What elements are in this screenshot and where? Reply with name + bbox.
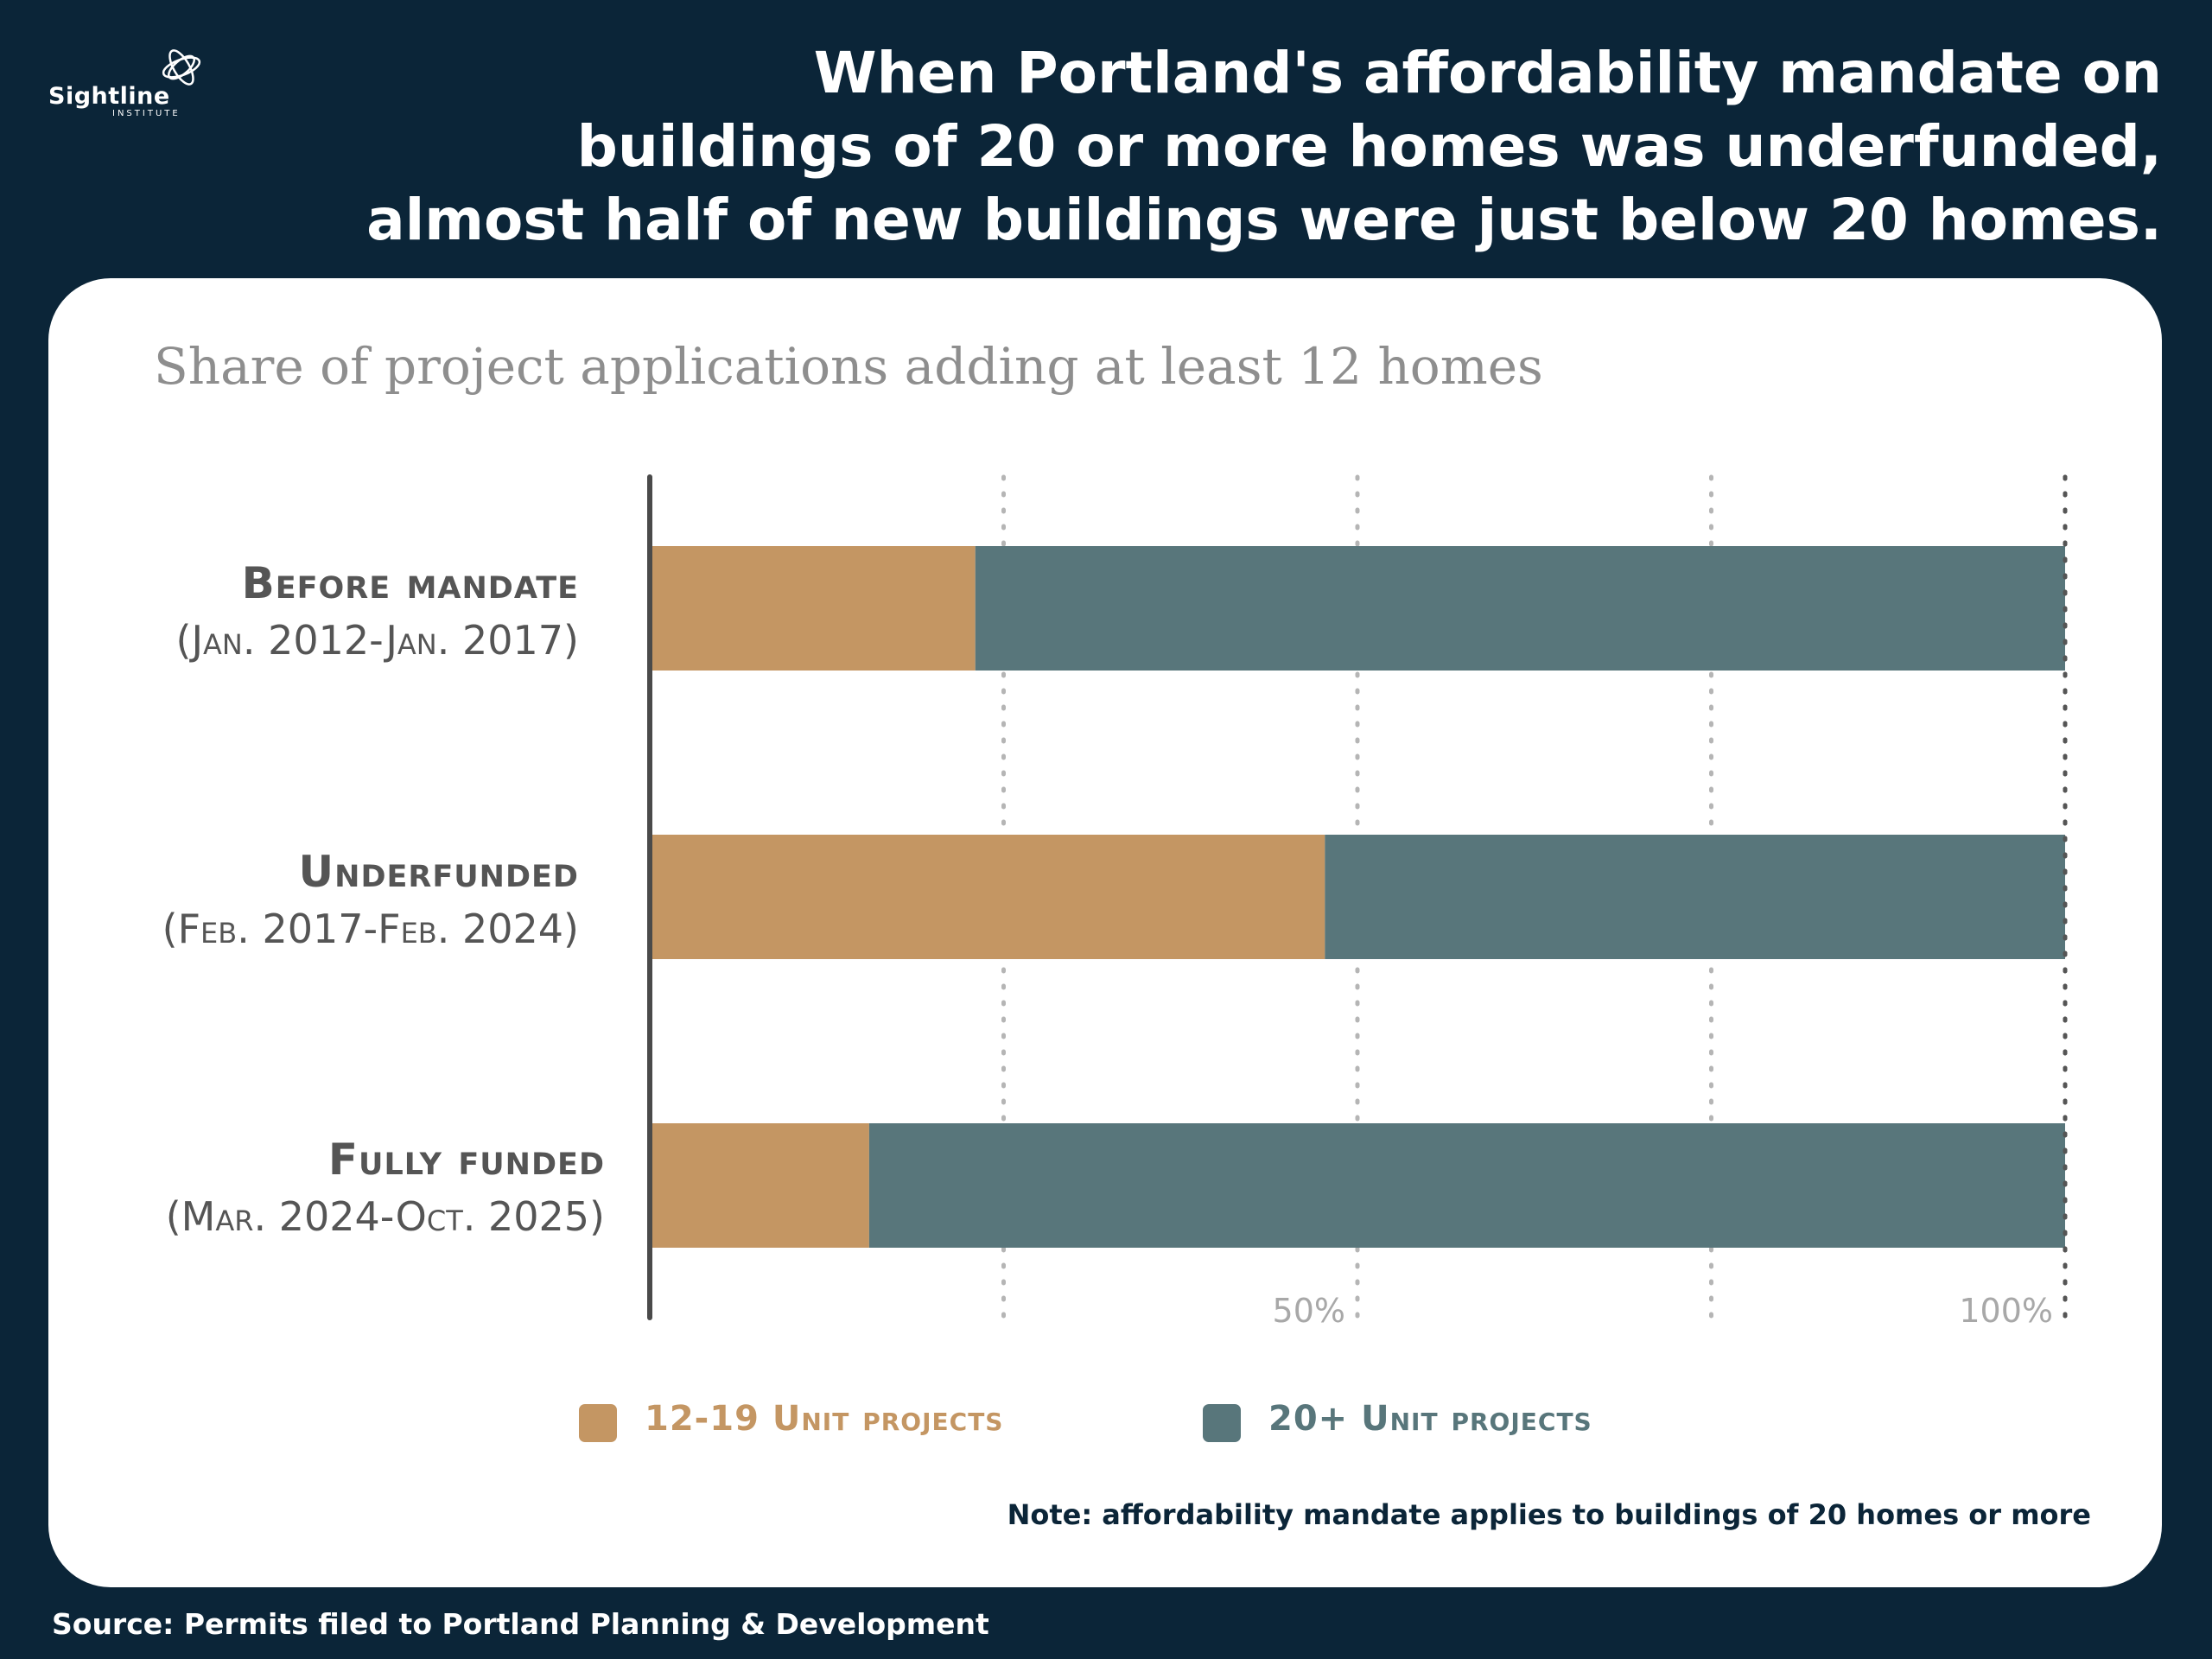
sightline-logo: Sightline INSTITUTE — [45, 38, 209, 124]
source-credit: Source: Permits filed to Portland Planni… — [52, 1607, 989, 1641]
legend-label-20-plus: 20+ Unit projects — [1268, 1399, 1592, 1439]
headline-line-2: buildings of 20 or more homes was underf… — [576, 113, 2162, 180]
tick-label: 50% — [1273, 1292, 1345, 1330]
category-label-fully-funded: Fully funded (Mar. 2024-Oct. 2025) — [166, 1131, 605, 1245]
bar-segment — [868, 1123, 2065, 1248]
category-period: (Feb. 2017-Feb. 2024) — [162, 906, 579, 952]
bar-segment — [975, 546, 2065, 671]
bar-segment — [650, 835, 1325, 959]
legend-swatch-12-19 — [579, 1404, 617, 1442]
category-name: Fully funded — [327, 1135, 605, 1185]
category-name: Underfunded — [298, 847, 579, 897]
logo-icon — [162, 49, 201, 86]
legend-swatch-20-plus — [1203, 1404, 1241, 1442]
category-period: (Mar. 2024-Oct. 2025) — [165, 1193, 605, 1240]
chart-title: Share of project applications adding at … — [154, 337, 1543, 396]
bar-segment — [650, 1123, 869, 1248]
bar-segment — [650, 546, 976, 671]
category-name: Before mandate — [241, 558, 579, 608]
headline: When Portland's affordability mandate on… — [261, 36, 2162, 257]
bar-segment — [1325, 835, 2065, 959]
chart-note: Note: affordability mandate applies to b… — [1007, 1498, 2091, 1531]
category-period: (Jan. 2012-Jan. 2017) — [175, 617, 579, 664]
category-label-underfunded: Underfunded (Feb. 2017-Feb. 2024) — [162, 843, 579, 957]
legend-label-12-19: 12-19 Unit projects — [645, 1399, 1004, 1439]
tick-label: 100% — [1959, 1292, 2053, 1330]
logo-name: Sightline — [48, 83, 170, 110]
category-label-before-mandate: Before mandate (Jan. 2012-Jan. 2017) — [176, 555, 579, 669]
logo-subtitle: INSTITUTE — [112, 109, 181, 118]
headline-line-1: When Portland's affordability mandate on — [813, 40, 2162, 106]
headline-line-3: almost half of new buildings were just b… — [366, 187, 2162, 253]
